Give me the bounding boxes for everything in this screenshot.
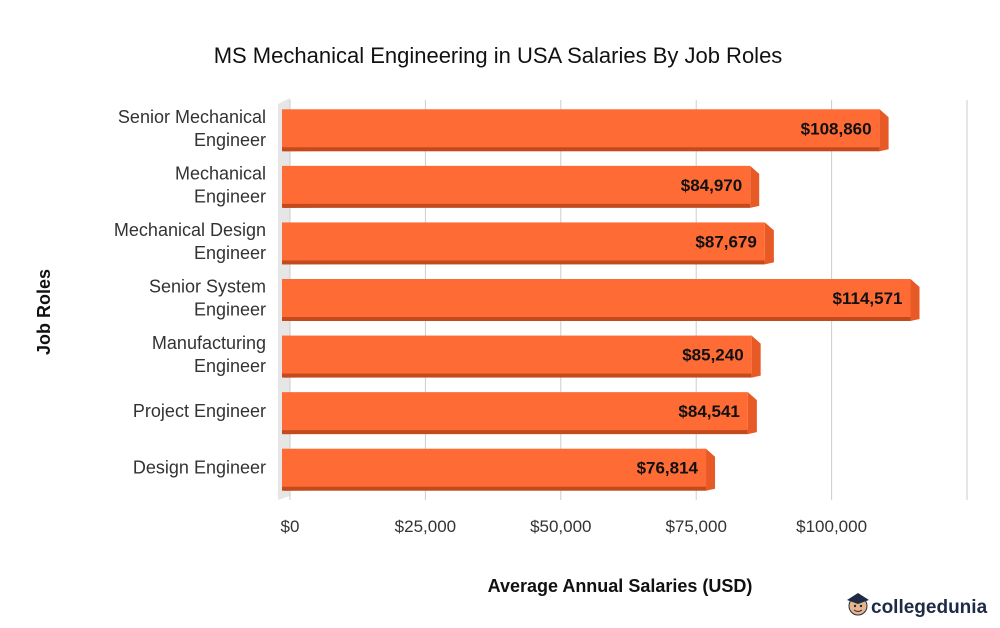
bar — [282, 392, 748, 431]
bar-side-face — [764, 222, 774, 265]
bar-bottom-face — [282, 315, 911, 321]
bar-side-face — [751, 335, 761, 378]
bar-value-label: $84,970 — [681, 176, 742, 195]
bar-value-label: $76,814 — [637, 459, 699, 478]
category-label: Project Engineer — [133, 401, 266, 421]
bar-value-label: $114,571 — [833, 289, 903, 308]
x-tick-label: $0 — [281, 517, 300, 536]
bar-value-label: $84,541 — [678, 402, 739, 421]
x-tick-labels: $0 $25,000 $50,000 $75,000 $100,000 — [281, 517, 868, 536]
bar-side-face — [706, 448, 716, 491]
x-tick-label: $100,000 — [796, 517, 867, 536]
category-labels: Senior Mechanical Engineer Mechanical Engin… — [114, 107, 266, 478]
chart-title: MS Mechanical Engineering in USA Salarie… — [214, 43, 783, 68]
bar-bottom-face — [282, 484, 707, 491]
collegedunia-logo: collegedunia — [847, 593, 988, 618]
logo-text: collegedunia — [871, 597, 988, 618]
bar-bottom-face — [282, 258, 765, 265]
bar-value-label: $85,240 — [682, 346, 743, 365]
bar-value-label: $108,860 — [801, 119, 872, 138]
bar-side-face — [750, 165, 760, 208]
bar — [282, 222, 765, 261]
bar-bottom-face — [282, 201, 751, 208]
category-label: Mechanical Design Engineer — [114, 220, 266, 263]
category-label: Senior System Engineer — [149, 277, 266, 320]
bar — [282, 448, 707, 487]
x-tick-label: $25,000 — [395, 517, 456, 536]
student-face-icon — [847, 593, 869, 616]
x-tick-label: $50,000 — [530, 517, 591, 536]
category-label: Mechanical Engineer — [175, 163, 266, 206]
y-axis-title: Job Roles — [34, 269, 54, 355]
category-label: Design Engineer — [133, 458, 266, 478]
x-axis-title: Average Annual Salaries (USD) — [488, 576, 753, 596]
category-label: Manufacturing Engineer — [152, 333, 266, 376]
bar — [282, 335, 752, 374]
bar-bottom-face — [282, 371, 752, 378]
bar — [282, 109, 880, 148]
bar-bottom-face — [282, 145, 880, 152]
bar-bottom-face — [282, 428, 748, 435]
bar-side-face — [910, 279, 920, 321]
bar-value-label: $87,679 — [695, 232, 756, 251]
bar-side-face — [747, 392, 757, 435]
category-label: Senior Mechanical Engineer — [118, 107, 266, 150]
bar — [282, 279, 911, 317]
x-tick-label: $75,000 — [665, 517, 726, 536]
bar — [282, 165, 751, 204]
bars: $108,860 $84,970 $87,679 $114,571 $85,240 $84… — [282, 109, 920, 491]
bar-side-face — [879, 109, 889, 152]
